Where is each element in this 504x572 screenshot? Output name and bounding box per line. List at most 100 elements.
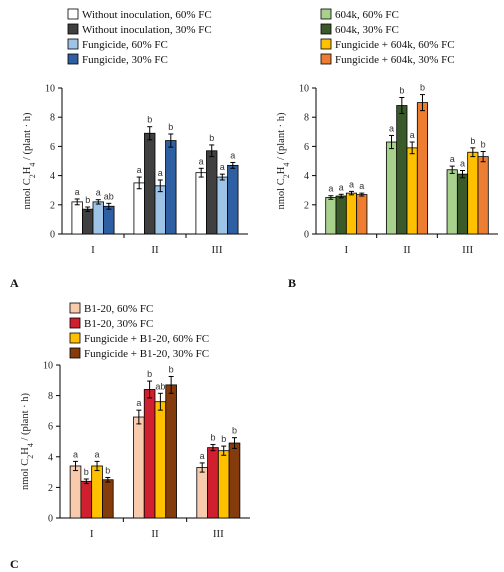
bar xyxy=(165,140,177,235)
bar xyxy=(69,465,82,519)
bar xyxy=(206,150,218,235)
bar xyxy=(325,197,337,235)
legend-label: Fungicide + B1-20, 30% FC xyxy=(84,348,209,360)
bar xyxy=(416,102,429,235)
bar xyxy=(165,384,177,519)
x-category-label: I xyxy=(90,528,94,540)
legend-label: Fungicide + 604k, 60% FC xyxy=(335,39,455,51)
y-tick-label: 0 xyxy=(50,230,55,241)
legend-swatch xyxy=(67,38,79,50)
significance-letter: a xyxy=(136,398,141,408)
bar xyxy=(216,176,228,235)
legend-label: 604k, 60% FC xyxy=(335,9,399,21)
x-category-label: II xyxy=(151,244,159,256)
significance-letter: b xyxy=(105,465,110,475)
legend-swatch xyxy=(320,8,332,20)
bar xyxy=(92,201,104,235)
significance-letter: a xyxy=(389,123,394,133)
significance-letter: b xyxy=(481,140,486,150)
bar xyxy=(82,208,94,235)
bar xyxy=(217,450,230,519)
significance-letter: b xyxy=(470,136,475,146)
legend-swatch xyxy=(67,23,79,35)
significance-letter: b xyxy=(232,426,237,436)
significance-letter: a xyxy=(73,449,78,459)
x-category-label: III xyxy=(212,244,223,256)
bar xyxy=(467,151,479,235)
bar xyxy=(195,172,207,235)
bar xyxy=(227,164,239,235)
y-tick-label: 2 xyxy=(304,200,309,211)
y-tick-label: 0 xyxy=(304,230,309,241)
bar xyxy=(385,141,398,235)
bar xyxy=(196,467,208,519)
bar xyxy=(335,195,347,235)
legend-swatch xyxy=(69,332,81,344)
chart-panel-b: 604k, 60% FC 604k, 30% FC Fungicide + 604k… xyxy=(276,8,498,290)
bar xyxy=(396,105,408,235)
y-tick-label: 4 xyxy=(48,452,53,463)
y-axis-label: nmol C2H4 / (plant · h) xyxy=(22,112,37,209)
significance-letter: a xyxy=(95,449,100,459)
x-category-label: I xyxy=(344,244,348,256)
significance-letter: a xyxy=(220,162,225,172)
bar xyxy=(446,169,458,235)
significance-letter: a xyxy=(137,165,142,175)
x-category-label: I xyxy=(91,244,95,256)
legend-label: Fungicide, 30% FC xyxy=(82,54,168,66)
bar xyxy=(133,416,145,519)
y-tick-label: 2 xyxy=(48,483,53,494)
x-category-label: III xyxy=(213,528,224,540)
legend-label: Fungicide, 60% FC xyxy=(82,39,168,51)
significance-letter: a xyxy=(349,179,354,189)
legend-swatch xyxy=(320,38,332,50)
x-category-label: II xyxy=(151,528,159,540)
bar xyxy=(154,185,166,235)
bar xyxy=(143,389,156,519)
y-tick-label: 8 xyxy=(50,113,55,124)
significance-letter: b xyxy=(209,133,214,143)
significance-letter: a xyxy=(328,184,333,194)
significance-letter: b xyxy=(84,467,89,477)
significance-letter: a xyxy=(75,187,80,197)
legend-label: Fungicide + 604k, 30% FC xyxy=(335,54,455,66)
significance-letter: a xyxy=(199,156,204,166)
significance-letter: b xyxy=(210,433,215,443)
significance-letter: b xyxy=(221,434,226,444)
y-tick-label: 6 xyxy=(304,142,309,153)
legend-label: Without inoculation, 30% FC xyxy=(82,24,212,36)
significance-letter: a xyxy=(200,451,205,461)
significance-letter: a xyxy=(460,158,465,168)
bar xyxy=(228,442,241,519)
y-tick-label: 2 xyxy=(50,200,55,211)
bar xyxy=(345,192,358,235)
legend-swatch xyxy=(67,8,79,20)
bar xyxy=(477,156,489,235)
bar xyxy=(71,201,83,235)
bar xyxy=(102,479,114,519)
significance-letter: a xyxy=(158,168,163,178)
bar xyxy=(356,194,368,235)
significance-letter: b xyxy=(147,115,152,125)
y-tick-label: 4 xyxy=(304,171,309,182)
chart-panel-a: Without inoculation, 60% FC Without inocu… xyxy=(10,8,248,290)
y-tick-label: 10 xyxy=(45,84,55,95)
bar xyxy=(91,465,103,519)
legend-swatch xyxy=(69,317,81,329)
legend-swatch xyxy=(320,23,332,35)
significance-letter: b xyxy=(85,195,90,205)
significance-letter: a xyxy=(410,130,415,140)
bar xyxy=(103,205,115,235)
legend-label: 604k, 30% FC xyxy=(335,24,399,36)
bar xyxy=(406,147,418,235)
bar xyxy=(207,447,219,519)
significance-letter: ab xyxy=(104,191,114,201)
legend-swatch xyxy=(69,347,81,359)
y-tick-label: 0 xyxy=(48,514,53,525)
y-tick-label: 10 xyxy=(299,84,309,95)
y-axis-label: nmol C2H4 / (plant · h) xyxy=(276,112,291,209)
legend-label: Fungicide + B1-20, 60% FC xyxy=(84,333,209,345)
bar xyxy=(80,480,93,519)
significance-letter: b xyxy=(168,122,173,132)
